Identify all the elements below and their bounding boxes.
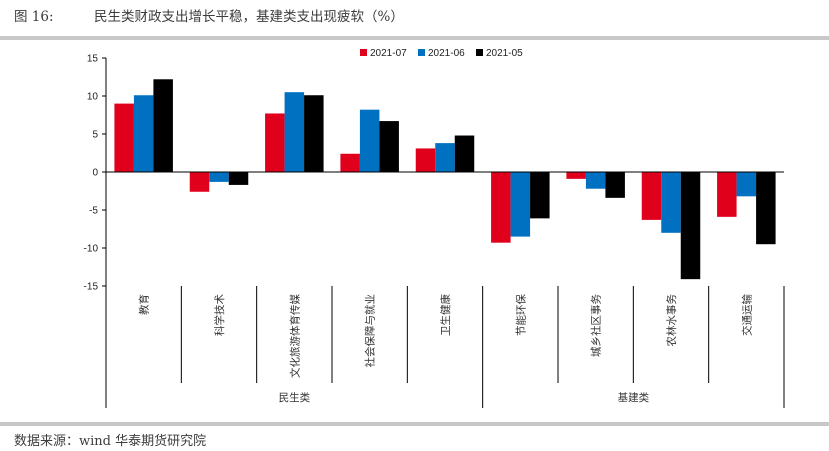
category-label: 科学技术 (213, 294, 226, 336)
bar-2021-07 (340, 153, 360, 172)
figure-title-text: 民生类财政支出增长平稳，基建类支出现疲软（%） (94, 9, 404, 25)
bar-2021-05 (304, 95, 324, 172)
category-label: 农林水事务 (665, 294, 678, 347)
bar-2021-06 (510, 172, 531, 237)
y-tick-label: -5 (89, 206, 98, 217)
bar-2021-07 (491, 172, 511, 243)
bar-2021-07 (265, 113, 285, 172)
bar-2021-05 (379, 121, 399, 172)
y-tick-label: 10 (87, 92, 99, 103)
figure-number: 图 16: (14, 9, 54, 25)
legend-swatch (418, 49, 425, 56)
y-tick-label: 0 (92, 168, 98, 179)
bar-2021-07 (717, 172, 737, 217)
category-label: 教育 (138, 294, 151, 315)
legend-swatch (360, 49, 367, 56)
bar-2021-06 (661, 172, 681, 233)
category-label: 交通运输 (740, 294, 753, 336)
group-label: 基建类 (618, 391, 650, 404)
bar-2021-07 (641, 172, 662, 220)
bottom-divider (0, 422, 829, 426)
y-tick-label: 15 (87, 54, 99, 65)
bar-2021-07 (415, 148, 436, 172)
bar-2021-05 (153, 79, 173, 172)
bar-2021-07 (566, 172, 586, 179)
top-divider (0, 36, 829, 40)
bar-2021-06 (284, 92, 305, 172)
category-label: 文化旅游体育传媒 (288, 294, 301, 378)
category-label: 社会保障与就业 (364, 294, 377, 368)
source-note: 数据来源：wind 华泰期货研究院 (14, 434, 207, 449)
bar-2021-07 (114, 103, 134, 172)
bar-2021-06 (585, 172, 606, 189)
legend-label: 2021-07 (370, 48, 407, 59)
bar-2021-06 (359, 109, 380, 172)
y-tick-label: -15 (84, 282, 99, 293)
bar-2021-05 (454, 135, 475, 172)
legend-swatch (476, 49, 483, 56)
group-label: 民生类 (279, 391, 311, 404)
bar-2021-05 (530, 172, 550, 219)
legend-label: 2021-06 (428, 48, 465, 59)
bar-2021-06 (435, 143, 455, 172)
y-tick-label: -10 (84, 244, 99, 255)
category-label: 卫生健康 (439, 294, 452, 336)
figure-title: 图 16: 民生类财政支出增长平稳，基建类支出现疲软（%） (14, 5, 814, 25)
bar-2021-05 (680, 172, 701, 280)
legend-label: 2021-05 (486, 48, 523, 59)
bar-2021-06 (209, 172, 229, 182)
bar-2021-06 (133, 95, 154, 172)
category-label: 节能环保 (514, 294, 527, 336)
bar-2021-05 (228, 172, 249, 185)
bar-2021-06 (736, 172, 757, 197)
bar-2021-05 (605, 172, 625, 198)
bar-2021-07 (189, 172, 210, 192)
bar-2021-05 (756, 172, 776, 245)
category-label: 城乡社区事务 (590, 294, 603, 357)
y-tick-label: 5 (92, 130, 98, 141)
